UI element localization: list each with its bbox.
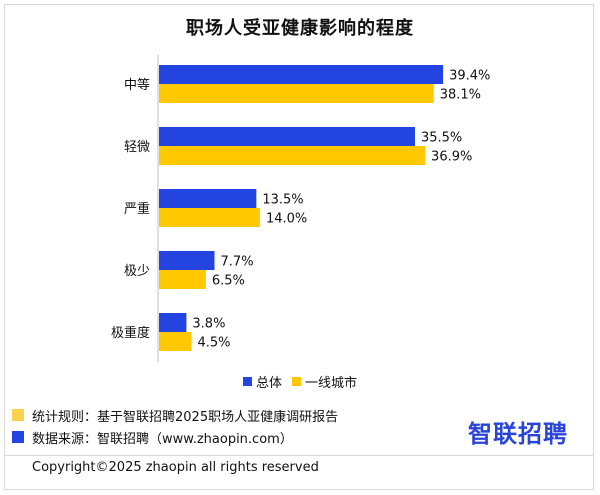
copyright-footer: Copyright©2025 zhaopin all rights reserv… [4,455,594,490]
chart-title: 职场人受亚健康影响的程度 [186,18,414,39]
note-row-source: 数据来源：智联招聘（www.zhaopin.com） [12,426,338,448]
data-label: 6.5% [212,274,245,289]
bar-overall [159,127,415,146]
bar-chart: 中等 39.4% 38.1% 轻微 35.5% 36.9% 严重 13.5% 14.0% 极少 7.… [111,55,490,362]
bar-overall [159,65,444,84]
bar-overall [159,251,215,270]
legend-item-overall: 总体 [242,372,282,391]
bar-tier1 [159,146,426,165]
legend-swatch-overall [242,377,252,386]
bar-tier1 [159,270,206,289]
category-label: 轻微 [124,140,150,155]
legend-label-tier1: 一线城市 [305,376,358,391]
source-notes: 统计规则：基于智联招聘2025职场人亚健康调研报告 数据来源：智联招聘（www.… [12,404,338,448]
category-label: 严重 [124,201,150,217]
data-label: 35.5% [421,131,462,146]
bar-tier1 [159,208,260,227]
note-row-rule: 统计规则：基于智联招聘2025职场人亚健康调研报告 [12,404,338,426]
note-text-rule: 统计规则：基于智联招聘2025职场人亚健康调研报告 [32,409,339,425]
note-swatch-rule [12,409,24,421]
data-label: 14.0% [266,212,307,227]
category-label: 极少 [124,264,150,279]
note-swatch-source [12,431,24,443]
data-label: 38.1% [440,88,481,103]
bar-tier1 [159,84,434,103]
bar-overall [159,313,187,332]
legend-label-overall: 总体 [255,376,282,391]
data-label: 4.5% [197,336,230,351]
note-text-source: 数据来源：智联招聘（www.zhaopin.com） [32,431,293,447]
legend-item-tier1: 一线城市 [292,372,357,391]
data-label: 36.9% [431,150,472,165]
data-label: 13.5% [262,193,303,208]
chart-legend: 总体 一线城市 [0,372,600,391]
zhaopin-logo: 智联招聘 [468,420,568,448]
data-label: 39.4% [449,69,490,84]
chart-frame [4,4,594,490]
data-label: 7.7% [221,255,254,270]
bar-tier1 [159,332,192,351]
category-label: 极重度 [111,325,150,341]
data-label: 3.8% [192,317,225,332]
legend-swatch-tier1 [292,377,301,386]
category-label: 中等 [124,77,150,93]
bar-overall [159,189,257,208]
